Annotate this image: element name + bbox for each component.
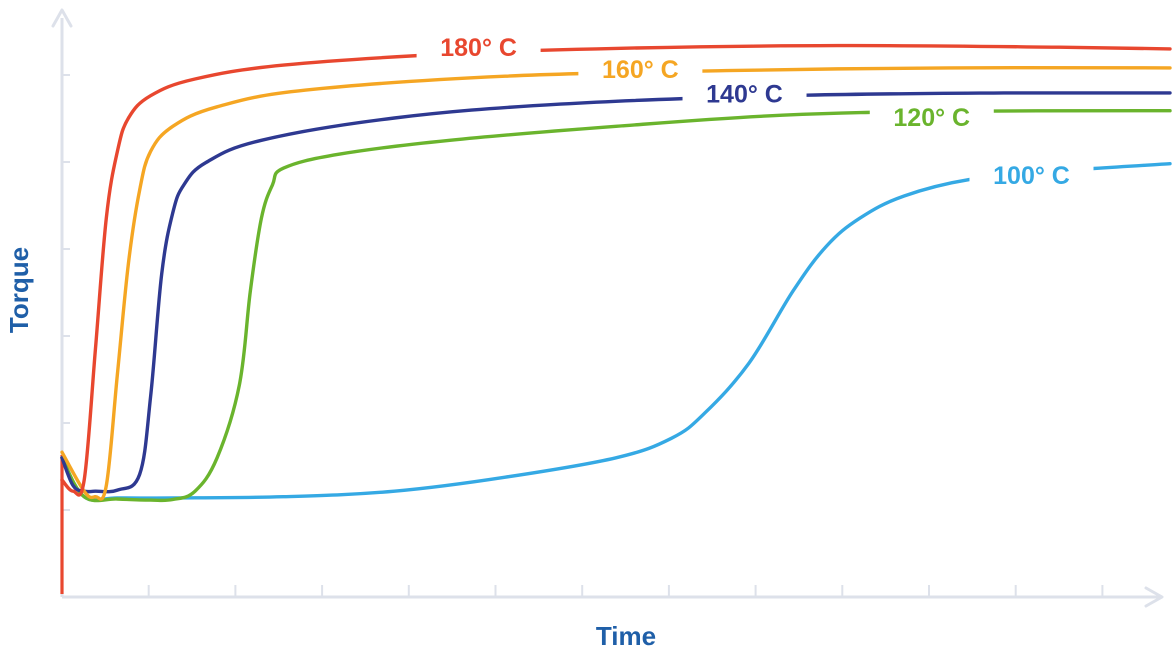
series-labels: 180° C 160° C 140° C 120° C 100° C xyxy=(440,34,1070,190)
series-120c xyxy=(60,109,1172,503)
x-axis-arrow-icon xyxy=(1144,586,1164,608)
series-line xyxy=(60,43,1172,497)
series-line xyxy=(60,162,1172,502)
series-line xyxy=(60,109,1172,503)
series-label-160: 160° C xyxy=(602,56,679,84)
series-label-100: 100° C xyxy=(993,162,1070,190)
axes xyxy=(51,8,1164,608)
y-axis-arrow-icon xyxy=(51,8,73,28)
series-160c xyxy=(60,65,1172,501)
series-label-180: 180° C xyxy=(440,34,517,62)
series-180c xyxy=(60,43,1172,497)
series-label-140: 140° C xyxy=(706,80,783,108)
series-line xyxy=(60,65,1172,501)
series-label-120: 120° C xyxy=(893,104,970,132)
series-100c xyxy=(60,162,1172,502)
x-axis-title: Time xyxy=(596,621,656,651)
y-axis-title: Torque xyxy=(4,247,34,333)
series-layer xyxy=(60,43,1172,594)
